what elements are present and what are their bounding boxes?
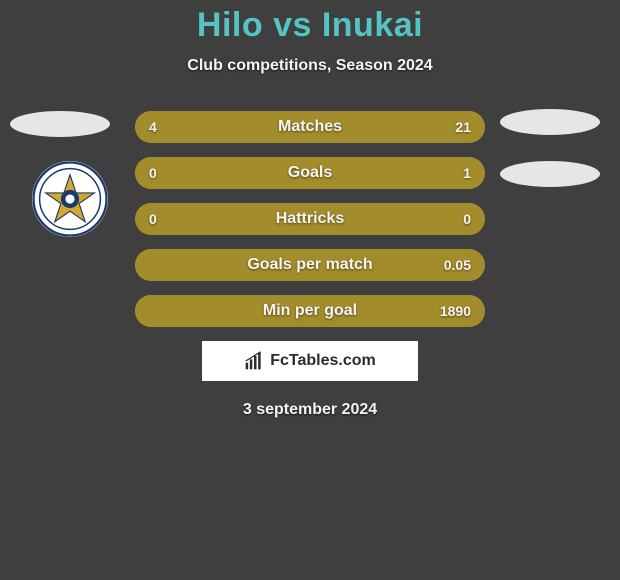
- team-badge-right-2: [500, 161, 600, 187]
- bar-label: Matches: [135, 118, 485, 136]
- stat-bars: Matches421Goals01Hattricks00Goals per ma…: [135, 111, 485, 327]
- club-logo-left: [32, 161, 108, 237]
- page-title: Hilo vs Inukai: [0, 6, 620, 45]
- brand-text: FcTables.com: [270, 352, 376, 370]
- chart-icon: [244, 351, 264, 371]
- team-badge-left: [10, 111, 110, 137]
- stat-bar: Matches4 21: [135, 111, 485, 143]
- subtitle: Club competitions, Season 2024: [0, 57, 620, 75]
- stat-bar: Goals per match0.05: [135, 249, 485, 281]
- brand-box: FcTables.com: [202, 341, 418, 381]
- bar-label: Min per goal: [135, 302, 485, 320]
- bar-value-right: 0: [463, 211, 471, 227]
- stat-bar: Min per goal1890: [135, 295, 485, 327]
- bar-label: Goals: [135, 164, 485, 182]
- stat-bar: Hattricks0 0: [135, 203, 485, 235]
- bar-value-right: 1890: [440, 303, 471, 319]
- date-text: 3 september 2024: [0, 401, 620, 419]
- infographic-content: Hilo vs Inukai Club competitions, Season…: [0, 0, 620, 419]
- bar-value-left: 4: [149, 119, 157, 135]
- bar-value-left: 0: [149, 211, 157, 227]
- bar-label: Goals per match: [135, 256, 485, 274]
- bar-value-right: 21: [455, 119, 471, 135]
- bar-label: Hattricks: [135, 210, 485, 228]
- stat-bar: Goals0 1: [135, 157, 485, 189]
- bar-value-right: 1: [463, 165, 471, 181]
- team-badge-right-1: [500, 109, 600, 135]
- bar-value-left: 0: [149, 165, 157, 181]
- stats-area: Matches421Goals01Hattricks00Goals per ma…: [0, 111, 620, 327]
- bar-value-right: 0.05: [444, 257, 471, 273]
- club-logo-icon: [32, 161, 108, 237]
